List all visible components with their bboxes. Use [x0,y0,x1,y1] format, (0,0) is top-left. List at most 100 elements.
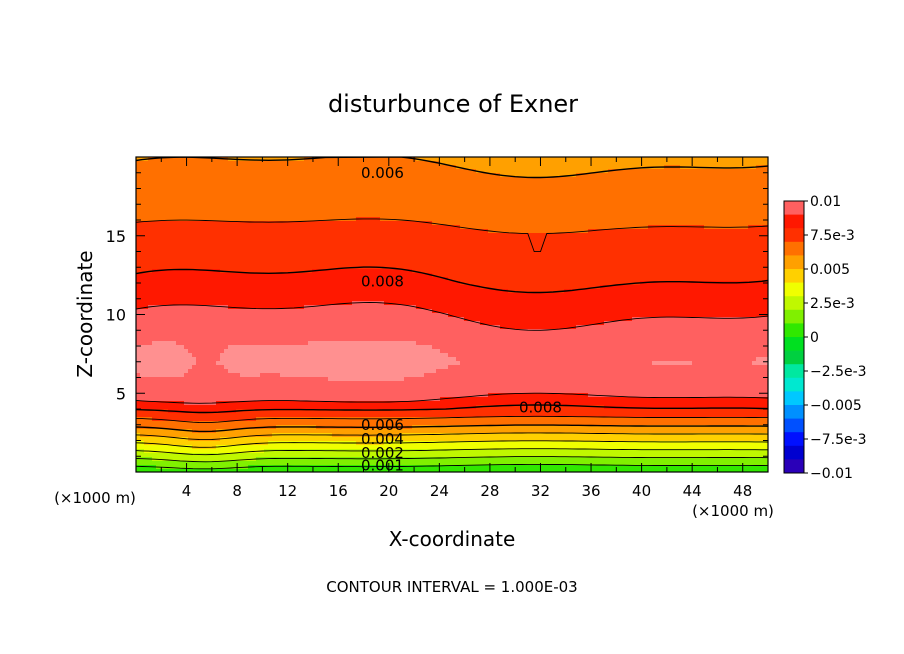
heatmap-cell [156,257,161,262]
heatmap-cell [320,229,325,234]
heatmap-cell [312,261,317,266]
heatmap-cell [536,265,541,270]
heatmap-cell [592,165,597,170]
heatmap-cell [724,265,729,270]
heatmap-cell [212,209,217,214]
heatmap-cell [604,245,609,250]
heatmap-cell [612,265,617,270]
heatmap-cell [252,181,257,186]
heatmap-cell [604,205,609,210]
heatmap-cell [168,237,173,242]
heatmap-cell [328,237,333,242]
heatmap-cell [580,273,585,278]
heatmap-cell [284,261,289,266]
heatmap-cell [576,261,581,266]
heatmap-cell [328,169,333,174]
heatmap-cell [708,189,713,194]
heatmap-cell [740,277,745,282]
heatmap-cell [548,265,553,270]
heatmap-cell [536,273,541,278]
heatmap-cell [376,165,381,170]
heatmap-cell [180,201,185,206]
heatmap-cell [684,245,689,250]
heatmap-cell [524,245,529,250]
heatmap-cell [596,245,601,250]
heatmap-cell [156,213,161,218]
heatmap-cell [264,281,269,286]
heatmap-cell [652,169,657,174]
heatmap-cell [560,181,565,186]
heatmap-cell [444,185,449,190]
heatmap-cell [152,177,157,182]
heatmap-cell [488,281,493,286]
heatmap-cell [496,277,501,282]
heatmap-cell [612,197,617,202]
heatmap-cell [212,165,217,170]
heatmap-cell [208,189,213,194]
heatmap-cell [340,265,345,270]
heatmap-cell [756,253,761,258]
heatmap-cell [764,253,768,258]
heatmap-cell [240,209,245,214]
heatmap-cell [208,161,213,166]
heatmap-cell [296,189,301,194]
heatmap-cell [520,225,525,230]
heatmap-cell [428,237,433,242]
heatmap-cell [172,241,177,246]
heatmap-cell [740,229,745,234]
heatmap-cell [408,209,413,214]
heatmap-cell [468,189,473,194]
heatmap-cell [764,209,768,214]
heatmap-cell [460,245,465,250]
heatmap-cell [208,209,213,214]
heatmap-cell [480,209,485,214]
heatmap-cell [212,261,217,266]
heatmap-cell [660,205,665,210]
heatmap-cell [760,253,765,258]
heatmap-cell [184,269,189,274]
heatmap-cell [636,169,641,174]
heatmap-cell [572,189,577,194]
heatmap-cell [152,221,157,226]
heatmap-cell [364,245,369,250]
heatmap-cell [548,177,553,182]
heatmap-cell [744,249,749,254]
heatmap-cell [628,253,633,258]
heatmap-cell [756,213,761,218]
heatmap-cell [628,257,633,262]
heatmap-cell [388,181,393,186]
heatmap-cell [536,245,541,250]
heatmap-cell [576,185,581,190]
heatmap-cell [192,165,197,170]
heatmap-cell [460,221,465,226]
heatmap-cell [204,185,209,190]
heatmap-cell [352,245,357,250]
heatmap-cell [712,189,717,194]
heatmap-cell [588,277,593,282]
heatmap-cell [444,169,449,174]
heatmap-cell [656,217,661,222]
heatmap-cell [728,157,733,162]
heatmap-cell [524,261,529,266]
heatmap-cell [184,257,189,262]
heatmap-cell [552,177,557,182]
heatmap-cell [412,265,417,270]
heatmap-cell [448,205,453,210]
heatmap-cell [356,233,361,238]
heatmap-cell [512,173,517,178]
heatmap-cell [724,173,729,178]
heatmap-cell [576,209,581,214]
heatmap-cell [472,265,477,270]
heatmap-cell [372,161,377,166]
heatmap-cell [560,193,565,198]
heatmap-cell [388,277,393,282]
heatmap-cell [556,217,561,222]
heatmap-cell [176,185,181,190]
heatmap-cell [696,213,701,218]
heatmap-cell [520,261,525,266]
heatmap-cell [480,169,485,174]
heatmap-cell [448,197,453,202]
heatmap-cell [304,209,309,214]
heatmap-cell [684,277,689,282]
heatmap-cell [192,269,197,274]
